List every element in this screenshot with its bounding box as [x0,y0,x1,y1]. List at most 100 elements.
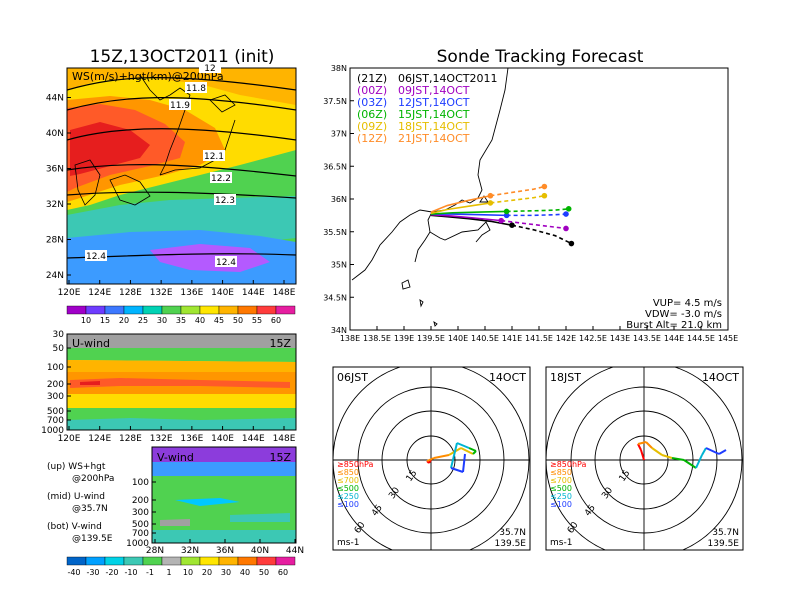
v-y-tick-label: 100 [132,478,149,488]
legend-note-left: (mid) U-wind [47,492,105,502]
ws-colorbar-swatch [161,305,182,315]
wind-colorbar-swatch [180,556,201,566]
wind-colorbar-label: -40 [67,568,80,577]
wind-colorbar-label: 20 [202,568,212,577]
track-line-ascent [430,194,491,213]
ws-contour-label-bg [185,82,207,93]
u-frame [66,333,297,431]
ws-colorbar-swatch [85,305,106,315]
ws-colorbar-label: 50 [233,316,243,325]
track-x-tick-label: 140E [448,334,468,343]
track-y-tick-label: 35.5N [323,228,347,237]
v-y-tick-label: 1000 [126,539,149,549]
u-y-tick-label: 700 [47,416,64,426]
ws-x-tick-label: 128E [119,288,142,298]
ws-colorbar-label: 20 [119,316,129,325]
track-y-tick-label: 36.5N [323,162,347,171]
u-y-tick-label: 500 [47,407,64,417]
v-y-tick-label: 500 [132,520,149,530]
v-time: 15Z [269,451,291,464]
u-y-tick-label: 100 [47,363,64,373]
hodo-legend-item: ≤250 [550,492,572,501]
hodo-legend-item: ≤500 [550,484,572,493]
legend-note-right: @200hPa [72,474,114,484]
legend-note-left: (up) WS+hgt [47,462,106,472]
track-x-tick-label: 145E [718,334,738,343]
v-field [152,447,296,543]
ws-colorbar-label: 10 [81,316,91,325]
track-param: VDW= -3.0 m/s [645,309,722,320]
ws-x-tick-label: 136E [180,288,203,298]
track-x-tick-label: 143E [610,334,630,343]
hodo-date: 14OCT [489,371,526,384]
track-x-tick-label: 138E [340,334,360,343]
ws-contour-labels: 11.8 11.9 12.1 12.2 12.3 12.4 12.4 12 [85,62,237,268]
track-legend-utc: (21Z) [357,72,387,85]
wind-colorbar-label: -10 [124,568,137,577]
hodo-time: 06JST [337,371,368,384]
track-x-tick-label: 143.5E [633,334,661,343]
wind-colorbar-label: 50 [259,568,269,577]
hodo-trace-segment [695,454,703,469]
ws-colorbar-swatch [104,305,125,315]
ws-x-tick-label: 144E [242,288,265,298]
ws-colorbar-swatch [66,305,87,315]
left-title: 15Z,13OCT2011 (init) [90,47,275,67]
track-y-tick-label: 38N [331,64,347,73]
ws-y-tick-label: 44N [46,94,64,104]
v-label: V-wind [157,451,194,464]
v-x-tick-label: 28N [146,546,164,556]
ws-y-tick-label: 40N [46,129,64,139]
u-y-tick-label: 50 [53,344,65,354]
hodo-legend-item: ≤700 [550,476,572,485]
ws-contour-label: 11.8 [186,84,206,94]
ws-x-tick-label: 132E [150,288,173,298]
track-legend-jst: 21JST,14OCT [398,132,470,145]
hodo-legend-item: ≤850 [337,468,359,477]
ws-x-tick-label: 140E [211,288,234,298]
track-x-tick-label: 141.5E [525,334,553,343]
legend-note-right: @139.5E [72,534,113,544]
track-x-tick-label: 144E [664,334,684,343]
u-field [67,334,296,430]
hodo-trace-segment [456,442,470,449]
track-legend-utc: (03Z) [357,96,387,109]
v-x-tick-label: 36N [216,546,234,556]
track-line-ascent [430,210,507,215]
ws-colorbar-swatch [142,305,163,315]
hodo-legend-item: ≤100 [337,500,359,509]
v-x-ticks: 28N 32N 36N 40N 44N [146,539,304,556]
wind-colorbar-label: -1 [146,568,154,577]
track-frame [349,67,729,331]
track-x-tick-label: 140.5E [471,334,499,343]
wind-colorbar-label: 30 [221,568,231,577]
ws-y-tick-label: 32N [46,200,64,210]
v-x-tick-label: 32N [181,546,199,556]
ws-colorbar-label: 45 [214,316,224,325]
ws-colorbar-swatch [180,305,201,315]
track-legend-jst: 12JST,14OCT [398,96,470,109]
u-x-tick-label: 144E [242,434,265,444]
v-y-tick-label: 200 [132,496,149,506]
track-landing-point [541,192,548,199]
ws-x-tick-label: 148E [273,288,296,298]
track-y-tick-label: 37N [331,130,347,139]
track-line-descent [501,219,567,230]
ws-x-ticks: 120E 124E 128E 132E 136E 140E 144E 148E [58,280,296,298]
track-line-descent [490,194,545,204]
ws-colorbar: 10 15 20 25 30 35 40 45 50 55 60 [66,305,296,325]
hodo-legend-item: ≥850hPa [337,460,374,469]
hodo-time: 18JST [550,371,581,384]
wind-colorbar-swatch [123,556,144,566]
track-x-tick-label: 141E [502,334,522,343]
ws-colorbar-swatch [237,305,258,315]
track-legend: (21Z) 06JST,14OCT2011 (00Z) 09JST,14OCT (03Z… [357,72,498,145]
track-x-tick-label: 144.5E [687,334,715,343]
ws-colorbar-label: 55 [252,316,262,325]
wind-colorbar-swatch [199,556,220,566]
track-legend-utc: (06Z) [357,108,387,121]
u-y-tick-label: 200 [47,380,64,390]
